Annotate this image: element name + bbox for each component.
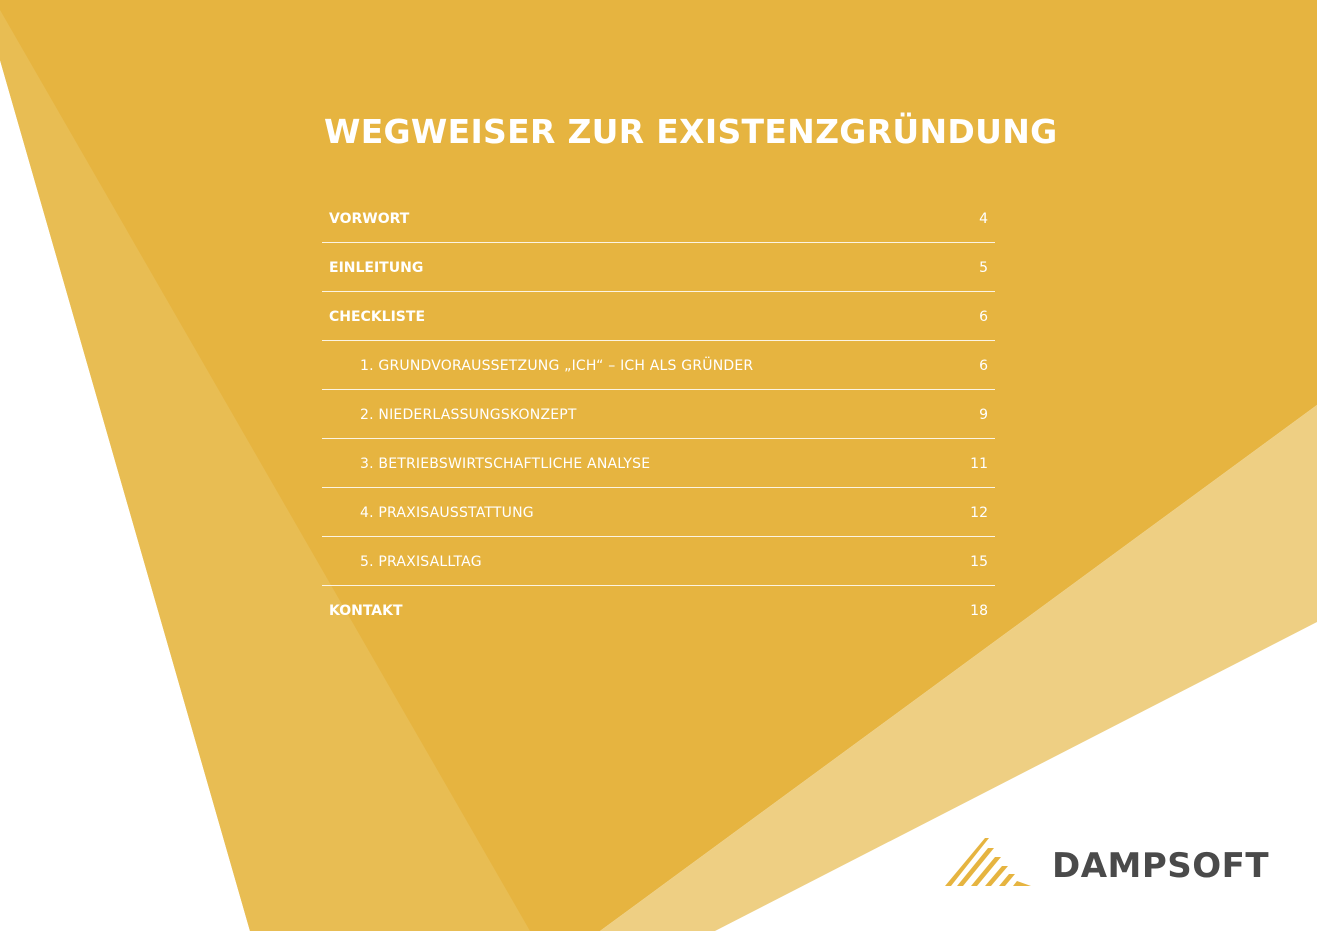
toc-entry-label: 3. BETRIEBSWIRTSCHAFTLICHE ANALYSE	[360, 456, 651, 472]
page-title: WEGWEISER ZUR EXISTENZGRÜNDUNG	[324, 112, 1058, 151]
toc-entry-page-number: 5	[979, 260, 988, 276]
toc-entry-page-number: 9	[979, 407, 988, 423]
toc-entry[interactable]: 5. PRAXISALLTAG 15	[322, 537, 995, 586]
toc-entry-label: EINLEITUNG	[329, 260, 424, 276]
toc-entry-label: KONTAKT	[329, 603, 403, 619]
toc-entry[interactable]: VORWORT 4	[322, 194, 995, 243]
toc-entry-page-number: 15	[970, 554, 988, 570]
toc-entry-label: CHECKLISTE	[329, 309, 426, 325]
dampsoft-logo-icon	[945, 838, 1031, 886]
toc-entry-label: 4. PRAXISAUSSTATTUNG	[360, 505, 534, 521]
toc-entry-label: VORWORT	[329, 211, 410, 227]
toc-entry-page-number: 4	[979, 211, 988, 227]
toc-entry-page-number: 11	[970, 456, 988, 472]
toc-entry-label: 5. PRAXISALLTAG	[360, 554, 482, 570]
toc-entry[interactable]: 3. BETRIEBSWIRTSCHAFTLICHE ANALYSE 11	[322, 439, 995, 488]
yellow-right-pale-shape	[600, 405, 1317, 931]
yellow-left-light-shape	[0, 10, 530, 931]
toc-entry-page-number: 18	[970, 603, 988, 619]
table-of-contents: VORWORT 4 EINLEITUNG 5 CHECKLISTE 6 1. GRUNDVO…	[322, 194, 995, 634]
toc-entry[interactable]: 1. GRUNDVORAUSSETZUNG „ICH“ – ICH ALS GR…	[322, 341, 995, 390]
toc-entry[interactable]: 2. NIEDERLASSUNGSKONZEPT 9	[322, 390, 995, 439]
toc-entry[interactable]: CHECKLISTE 6	[322, 292, 995, 341]
toc-entry-page-number: 6	[979, 309, 988, 325]
toc-entry[interactable]: KONTAKT 18	[322, 586, 995, 634]
toc-entry-label: 2. NIEDERLASSUNGSKONZEPT	[360, 407, 577, 423]
toc-entry-label: 1. GRUNDVORAUSSETZUNG „ICH“ – ICH ALS GR…	[360, 358, 754, 374]
toc-entry-page-number: 6	[979, 358, 988, 374]
toc-entry[interactable]: 4. PRAXISAUSSTATTUNG 12	[322, 488, 995, 537]
toc-entry-page-number: 12	[970, 505, 988, 521]
toc-entry[interactable]: EINLEITUNG 5	[322, 243, 995, 292]
logo-text: DAMPSOFT	[1052, 846, 1270, 886]
dampsoft-logo: DAMPSOFT	[945, 836, 1275, 892]
